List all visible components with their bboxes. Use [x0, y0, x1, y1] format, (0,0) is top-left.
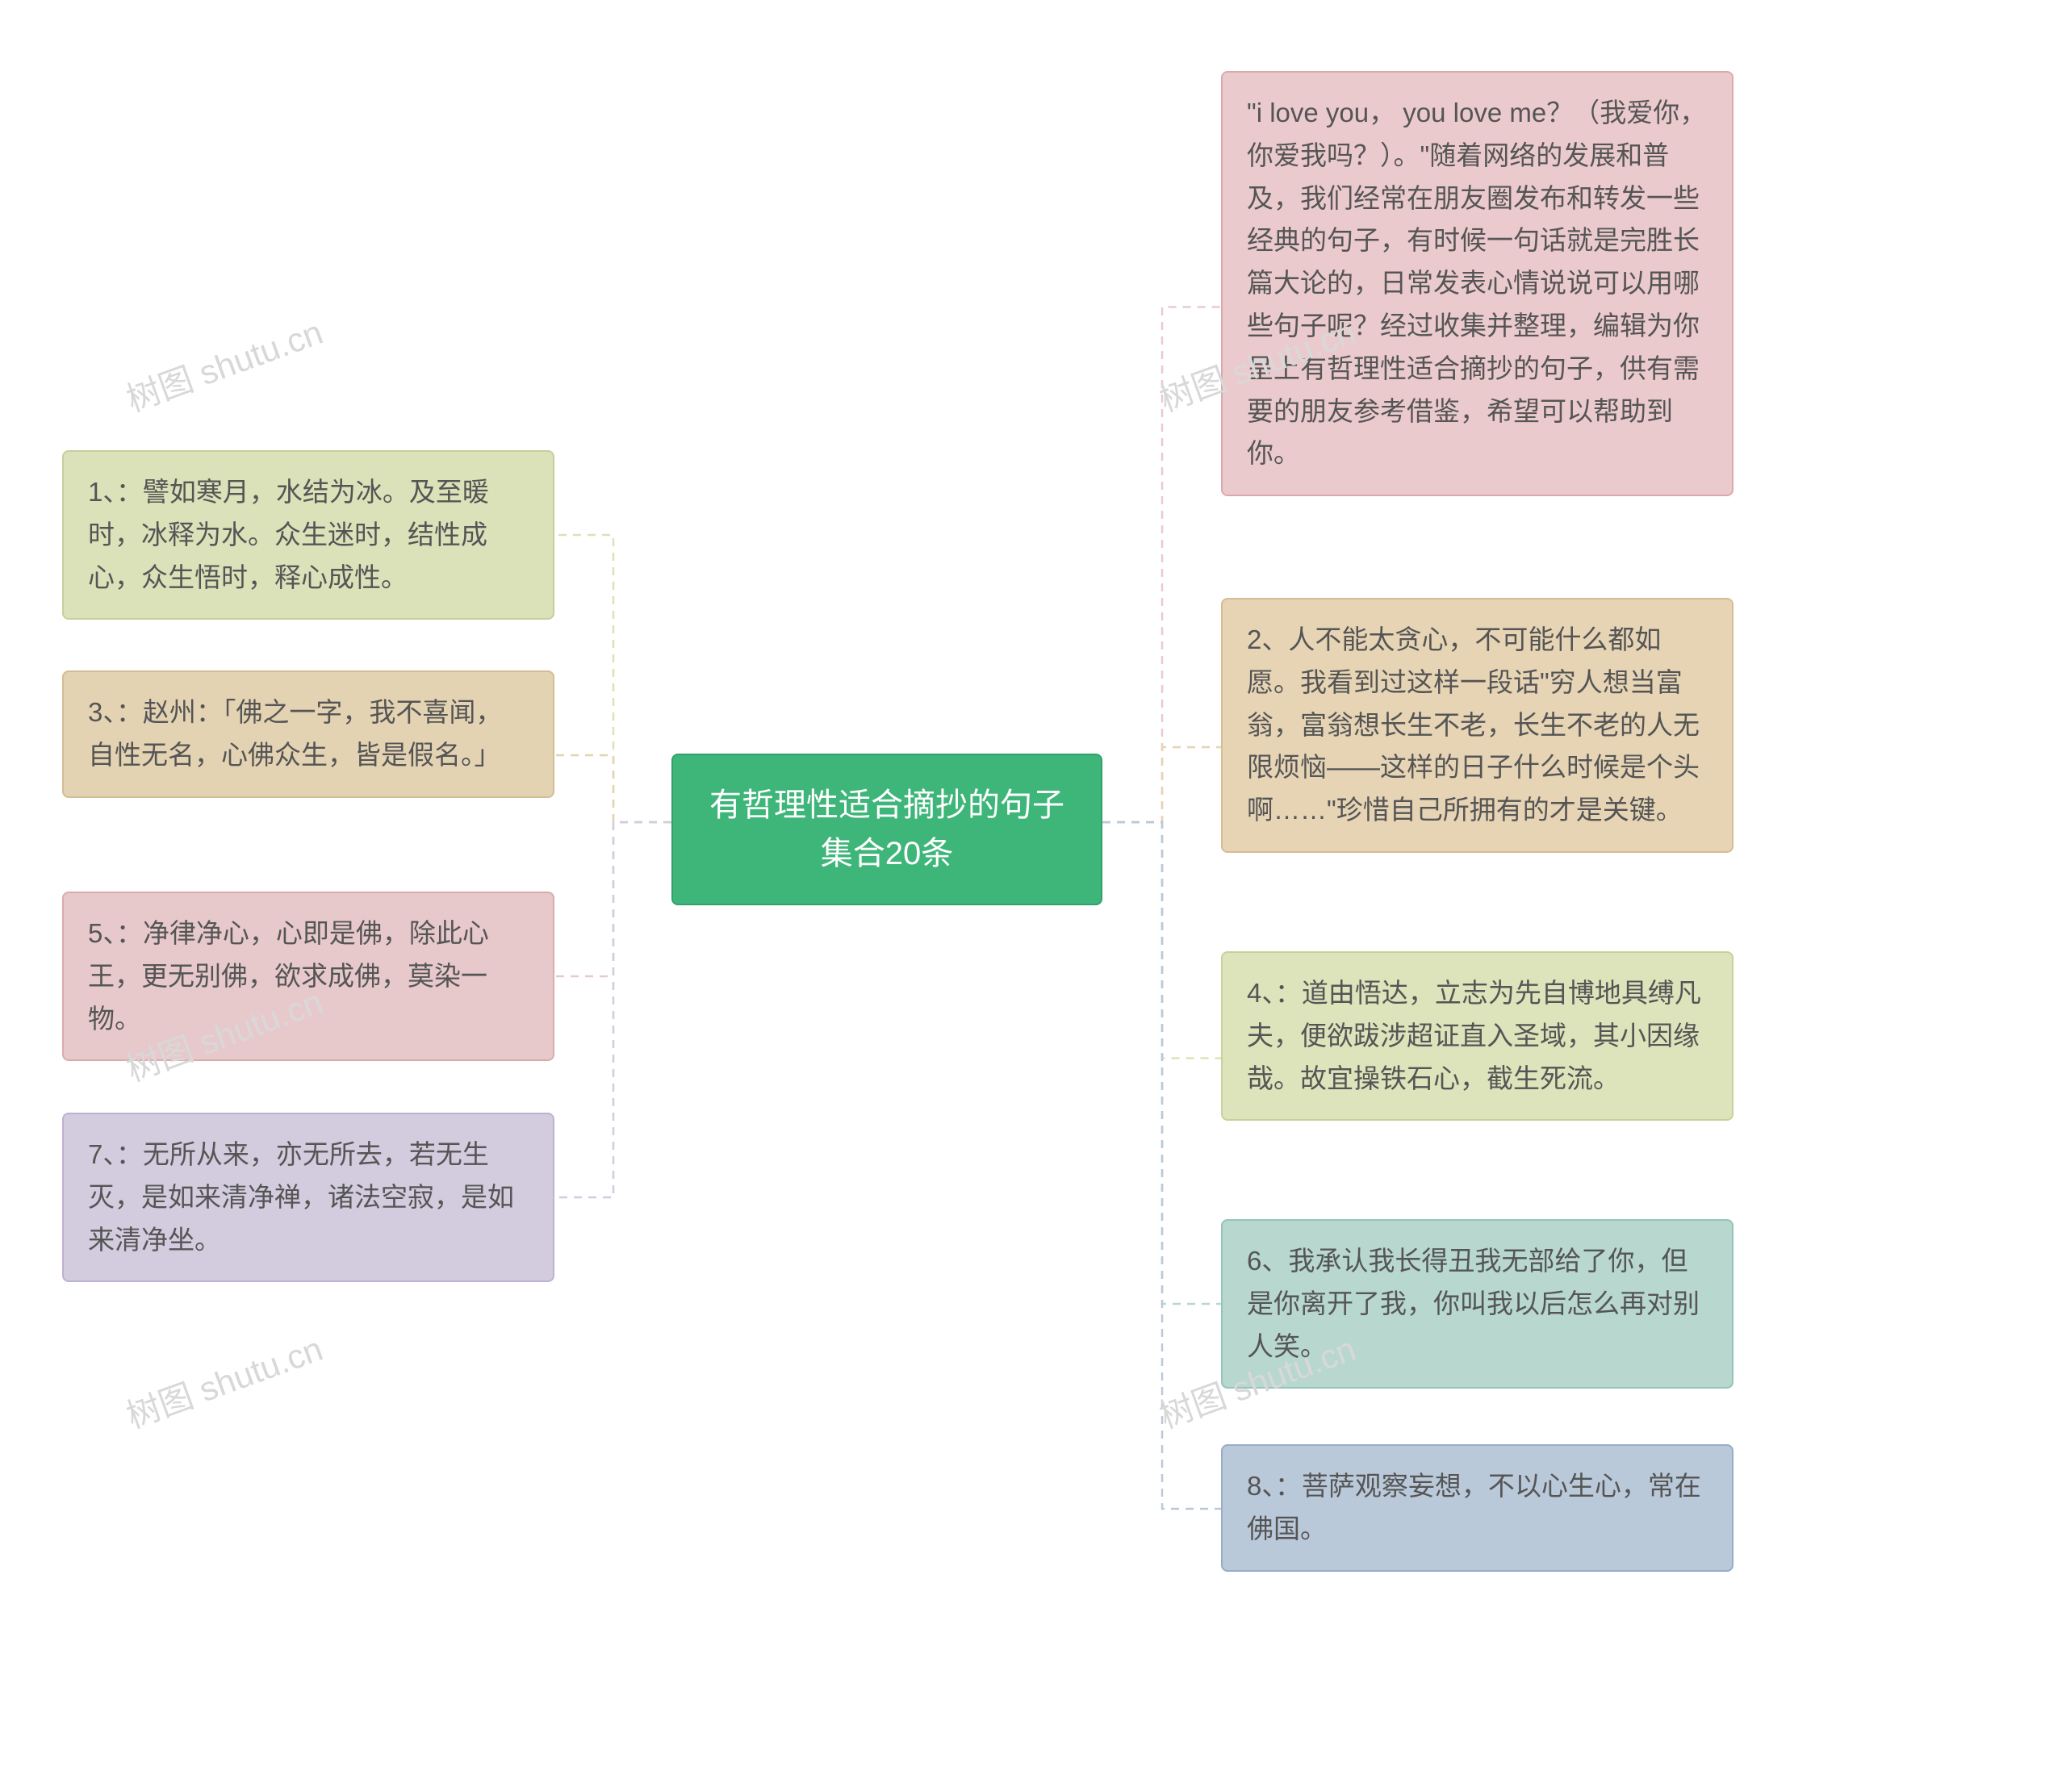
center-title-line1: 有哲理性适合摘抄的句子: [705, 781, 1069, 829]
watermark-text: 树图 shutu.cn: [119, 1322, 328, 1438]
mindmap-container: 有哲理性适合摘抄的句子 集合20条 1、：譬如寒月，水结为冰。及至暖时，冰释为水…: [0, 0, 2066, 1792]
center-node: 有哲理性适合摘抄的句子 集合20条: [671, 754, 1102, 905]
branch-node: 8、：菩萨观察妄想，不以心生心，常在佛国。: [1221, 1444, 1734, 1572]
branch-node: 6、我承认我长得丑我无部给了你，但是你离开了我，你叫我以后怎么再对别人笑。: [1221, 1219, 1734, 1389]
branch-node: 4、：道由悟达，立志为先自博地具缚凡夫，便欲跋涉超证直入圣域，其小因缘哉。故宜操…: [1221, 951, 1734, 1121]
watermark-text: 树图 shutu.cn: [119, 305, 328, 421]
branch-node: "i love you， you love me？（我爱你，你爱我吗？）。"随着…: [1221, 71, 1734, 496]
branch-node: 7、：无所从来，亦无所去，若无生灭，是如来清净禅，诸法空寂，是如来清净坐。: [62, 1113, 554, 1282]
branch-node: 2、人不能太贪心，不可能什么都如愿。我看到过这样一段话"穷人想当富翁，富翁想长生…: [1221, 598, 1734, 853]
center-title-line2: 集合20条: [705, 829, 1069, 878]
branch-node: 1、：譬如寒月，水结为冰。及至暖时，冰释为水。众生迷时，结性成心，众生悟时，释心…: [62, 450, 554, 620]
branch-node: 5、：净律净心，心即是佛，除此心王，更无别佛，欲求成佛，莫染一物。: [62, 892, 554, 1061]
branch-node: 3、：赵州：「佛之一字，我不喜闻，自性无名，心佛众生，皆是假名。」: [62, 670, 554, 798]
